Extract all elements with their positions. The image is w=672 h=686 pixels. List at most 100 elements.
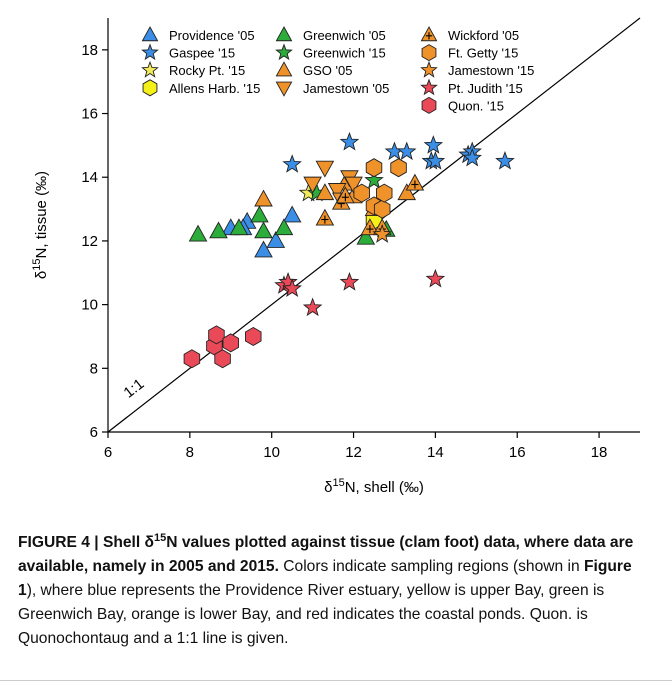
x-tick-label: 14	[427, 444, 444, 461]
legend-label: GSO '05	[303, 63, 352, 78]
data-point	[282, 278, 302, 298]
data-point	[250, 205, 269, 223]
caption-body-1: Colors indicate sampling regions (shown …	[278, 558, 585, 576]
x-tick-label: 18	[591, 444, 608, 461]
data-point	[495, 151, 515, 170]
data-point	[315, 160, 335, 178]
data-point	[365, 158, 383, 178]
data-point	[356, 227, 376, 245]
data-point	[425, 151, 446, 170]
y-tick-label: 12	[81, 233, 98, 250]
y-tick-label: 14	[81, 169, 98, 186]
data-point	[339, 272, 360, 291]
data-point	[339, 131, 360, 151]
data-point	[315, 208, 335, 226]
legend-marker	[275, 61, 293, 77]
legend-marker	[141, 26, 159, 42]
caption-figure-ref[interactable]: Figure 1	[18, 558, 632, 600]
series-12	[183, 325, 262, 369]
caption-fig-label: FIGURE 4 | Shell	[18, 534, 145, 552]
data-point	[364, 170, 384, 189]
legend-label: Allens Harb. '15	[169, 81, 260, 96]
data-point	[254, 240, 273, 258]
data-point	[405, 173, 425, 191]
legend-label: Greenwich '05	[303, 28, 386, 43]
series-9	[353, 158, 407, 219]
data-point	[423, 135, 444, 154]
data-point	[302, 297, 323, 317]
caption-title-superscript: 15	[154, 532, 167, 544]
caption-title-symbol: δ	[144, 534, 155, 552]
legend-marker	[420, 60, 438, 78]
data-point	[353, 183, 370, 203]
x-tick-label: 6	[104, 444, 112, 461]
scatter-chart: 6 8 10 12 14 16 18 6 8 10 12 14 16 18 δ15N, shell (‰) δ…	[31, 17, 641, 496]
data-point	[373, 199, 391, 219]
y-tick-label: 18	[81, 42, 98, 59]
y-tick-label: 16	[81, 106, 98, 123]
legend-marker	[275, 26, 293, 42]
legend-label: Gaspee '15	[169, 46, 235, 61]
series-8	[315, 173, 425, 236]
data-point	[425, 268, 446, 288]
data-point	[375, 183, 393, 203]
legend-label: Providence '05	[169, 28, 255, 43]
data-point	[183, 349, 201, 369]
legend-marker	[142, 79, 158, 97]
data-point	[222, 333, 240, 353]
data-point	[188, 224, 208, 242]
data-point	[229, 218, 249, 236]
data-point	[372, 224, 392, 243]
data-point	[336, 186, 355, 204]
x-tick-label: 8	[186, 444, 194, 461]
data-point	[396, 141, 417, 161]
data-point	[245, 326, 262, 346]
legend-marker	[421, 96, 437, 114]
data-point	[209, 221, 228, 239]
chart-svg: 6 8 10 12 14 16 18 6 8 10 12 14 16 18 δ15N, shell (‰) δ…	[31, 17, 641, 496]
legend-label: Jamestown '15	[448, 63, 534, 78]
data-point	[282, 205, 302, 223]
legend-marker	[420, 26, 438, 42]
series-11	[274, 268, 446, 317]
legend-marker	[275, 43, 293, 61]
x-axis-title: δ15N, shell (‰)	[324, 477, 424, 496]
caption-title-rest: N values plotted against tissue (clam fo…	[18, 534, 634, 576]
data-point	[208, 325, 225, 345]
figure-caption: FIGURE 4 | Shell δ15N values plotted aga…	[18, 526, 648, 651]
series-1	[282, 131, 515, 173]
y-tick-label: 6	[90, 424, 98, 441]
x-tick-label: 12	[345, 444, 362, 461]
data-point	[327, 183, 347, 200]
one-to-one-label: 1:1	[120, 375, 147, 401]
legend-label: Rocky Pt. '15	[169, 63, 245, 78]
legend-marker	[141, 60, 159, 78]
data-point	[397, 183, 417, 201]
x-tick-label: 10	[263, 444, 280, 461]
data-point	[266, 230, 286, 248]
legend-label: Greenwich '15	[303, 46, 386, 61]
legend-label: Ft. Getty '15	[448, 46, 518, 61]
legend-label: Wickford '05	[448, 28, 519, 43]
data-point	[214, 349, 231, 369]
data-point	[344, 176, 363, 194]
data-point	[254, 189, 273, 207]
y-tick-label: 8	[90, 360, 98, 377]
legend-label: Jamestown '05	[303, 81, 389, 96]
data-point	[254, 221, 273, 239]
data-point	[462, 147, 482, 167]
data-point	[315, 183, 335, 201]
data-point	[360, 218, 380, 236]
legend-marker	[420, 78, 438, 96]
caption-body-2: ), where blue represents the Providence …	[18, 582, 605, 648]
caption-title: FIGURE 4 | Shell δ15N values plotted aga…	[18, 532, 634, 576]
series-7	[303, 160, 363, 210]
legend-marker	[421, 44, 437, 62]
bottom-divider	[0, 680, 672, 681]
data-point	[390, 158, 407, 178]
y-axis-title: δ15N, tissue (‰)	[31, 171, 50, 279]
data-point	[282, 154, 302, 173]
legend-label: Quon. '15	[448, 98, 504, 113]
legend-marker	[141, 43, 159, 61]
legend-label: Pt. Judith '15	[448, 81, 523, 96]
